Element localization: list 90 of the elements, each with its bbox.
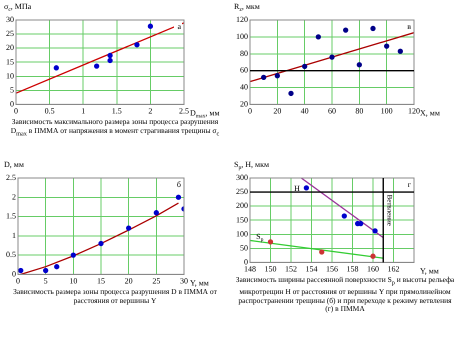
point xyxy=(134,42,140,48)
x-tick-label: 60 xyxy=(328,106,336,116)
x-axis-title: X, мм xyxy=(420,108,440,118)
x-tick-label: 25 xyxy=(152,276,160,286)
x-tick-label: 162 xyxy=(388,264,400,274)
point xyxy=(329,54,335,60)
y-axis-title: D, мм xyxy=(4,160,24,170)
y-tick-label: 2 xyxy=(12,192,16,202)
point xyxy=(304,185,310,190)
y-tick-label: 1.5 xyxy=(6,212,16,221)
point xyxy=(126,225,132,231)
point xyxy=(148,24,154,29)
point xyxy=(54,264,60,270)
x-axis-title: Y, мм xyxy=(190,278,209,288)
y-tick-label: 20 xyxy=(240,99,248,108)
y-tick-label: 100 xyxy=(236,229,248,238)
x-tick-label: 160 xyxy=(367,264,379,274)
y-tick-label: 200 xyxy=(236,201,248,210)
y-tick-label: 15 xyxy=(6,57,14,66)
x-tick-label: 10 xyxy=(69,276,78,286)
x-tick-label: 100 xyxy=(380,106,393,116)
x-tick-label: 20 xyxy=(124,276,133,286)
x-tick-label: 40 xyxy=(300,106,309,116)
x-tick-label: 120 xyxy=(408,106,420,116)
x-tick-label: 154 xyxy=(306,264,318,274)
x-tick-label: 1 xyxy=(81,106,86,116)
point xyxy=(398,48,403,54)
point xyxy=(176,194,182,200)
y-tick-label: 100 xyxy=(236,32,248,41)
x-tick-label: 2 xyxy=(148,106,152,116)
x-tick-label: 148 xyxy=(244,264,256,274)
point xyxy=(343,27,348,33)
y-tick-label: 120 xyxy=(236,15,248,24)
annotation: б xyxy=(176,180,182,190)
y-tick-label: 60 xyxy=(240,66,248,75)
point xyxy=(98,240,104,246)
x-tick-label: 5 xyxy=(44,276,48,286)
y-tick-label: 2.5 xyxy=(6,173,16,182)
point xyxy=(54,65,59,70)
x-tick-label: 30 xyxy=(180,276,188,286)
point xyxy=(302,64,308,70)
point xyxy=(43,268,48,274)
y-tick-label: 0 xyxy=(10,99,14,108)
y-tick-label: 250 xyxy=(236,187,248,196)
y-tick-label: 300 xyxy=(236,173,248,182)
annotation: г xyxy=(408,180,412,190)
point xyxy=(94,63,100,69)
point xyxy=(154,210,159,216)
point xyxy=(107,58,113,64)
x-tick-label: 1.5 xyxy=(112,106,122,116)
y-tick-label: 150 xyxy=(236,215,248,224)
point xyxy=(316,34,321,40)
x-tick-label: 15 xyxy=(97,276,105,286)
point xyxy=(274,73,280,78)
point xyxy=(342,213,347,219)
point xyxy=(268,239,274,245)
y-tick-label: 25 xyxy=(6,29,14,38)
point xyxy=(288,90,294,96)
point xyxy=(107,52,113,58)
y-tick-label: 0 xyxy=(244,257,248,266)
point xyxy=(261,74,266,80)
annotation: H xyxy=(294,184,300,193)
annotation: а xyxy=(177,22,182,32)
point xyxy=(370,26,376,32)
y-tick-label: 0.5 xyxy=(6,250,16,260)
y-tick-label: 40 xyxy=(240,82,248,92)
x-tick-label: 0.5 xyxy=(44,106,55,116)
y-tick-label: 20 xyxy=(6,43,14,52)
point xyxy=(319,249,324,255)
x-tick-label: 158 xyxy=(346,264,358,274)
y-tick-label: 30 xyxy=(6,15,14,24)
point xyxy=(384,44,390,49)
annotation: в xyxy=(407,22,412,32)
x-tick-label: 2.5 xyxy=(179,106,189,116)
y-tick-label: 50 xyxy=(240,243,248,252)
point xyxy=(18,268,24,274)
x-tick-label: 20 xyxy=(273,106,282,116)
point xyxy=(370,254,376,259)
x-tick-label: 150 xyxy=(264,264,276,274)
y-tick-label: 80 xyxy=(240,48,248,58)
x-axis-title: Y, мм xyxy=(420,266,439,276)
y-tick-label: 1 xyxy=(12,230,16,240)
y-tick-label: 5 xyxy=(10,85,14,94)
point xyxy=(372,228,378,234)
x-tick-label: 156 xyxy=(326,264,338,274)
x-tick-label: 80 xyxy=(355,106,364,116)
point xyxy=(70,252,76,258)
point xyxy=(356,62,362,68)
x-tick-label: 152 xyxy=(285,264,297,274)
y-tick-label: 10 xyxy=(6,71,14,80)
